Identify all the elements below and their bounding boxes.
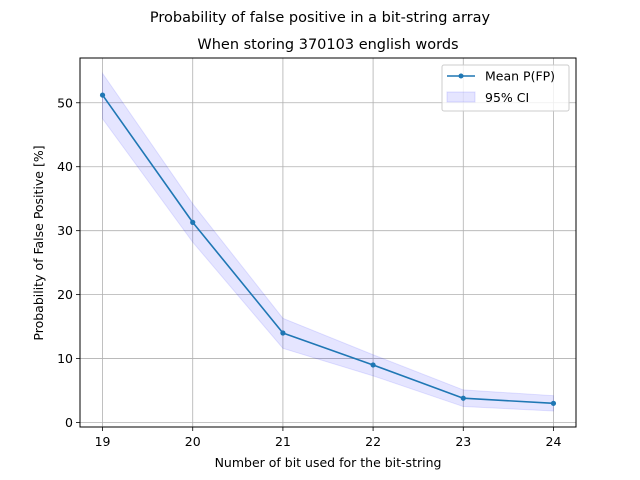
legend-ci-swatch (446, 91, 476, 103)
ci-band (102, 71, 554, 412)
y-tick-label: 10 (57, 351, 73, 366)
x-tick-label: 21 (275, 434, 291, 449)
plot-frame (79, 57, 577, 428)
y-tick-label: 50 (57, 95, 73, 110)
data-point (460, 395, 466, 401)
data-point (99, 92, 106, 98)
data-point (190, 219, 196, 225)
ci-band-layer (102, 71, 554, 412)
series-line-mean (101, 94, 554, 405)
legend-entry-ci: 95% CI (485, 90, 529, 105)
chart-title: When storing 370103 english words (197, 37, 458, 53)
grid (80, 58, 576, 427)
y-axis-label: Probability of False Positive [%] (31, 145, 46, 340)
x-tick-label: 24 (546, 434, 562, 449)
x-tick-label: 23 (455, 434, 471, 449)
plot-area (80, 58, 576, 427)
legend: Mean P(FP) 95% CI (441, 64, 570, 112)
legend-entry-mean: Mean P(FP) (485, 69, 555, 84)
x-tick-label: 19 (95, 434, 111, 449)
legend-marker-swatch (458, 73, 464, 79)
x-axis-label: Number of bit used for the bit-string (215, 455, 442, 470)
y-axis-ticks: 0 10 20 30 40 50 (57, 95, 80, 430)
x-tick-label: 22 (365, 434, 381, 449)
data-point (370, 362, 376, 368)
x-tick-label: 20 (185, 434, 201, 449)
y-tick-label: 30 (57, 223, 73, 238)
y-tick-label: 0 (65, 415, 73, 430)
chart-suptitle: Probability of false positive in a bit-s… (150, 10, 491, 26)
y-tick-label: 20 (57, 287, 73, 302)
data-point (280, 330, 286, 336)
data-point (550, 400, 557, 406)
series-layer (99, 92, 557, 406)
y-tick-label: 40 (57, 159, 73, 174)
x-axis-ticks: 19 20 21 22 23 24 (95, 427, 562, 449)
